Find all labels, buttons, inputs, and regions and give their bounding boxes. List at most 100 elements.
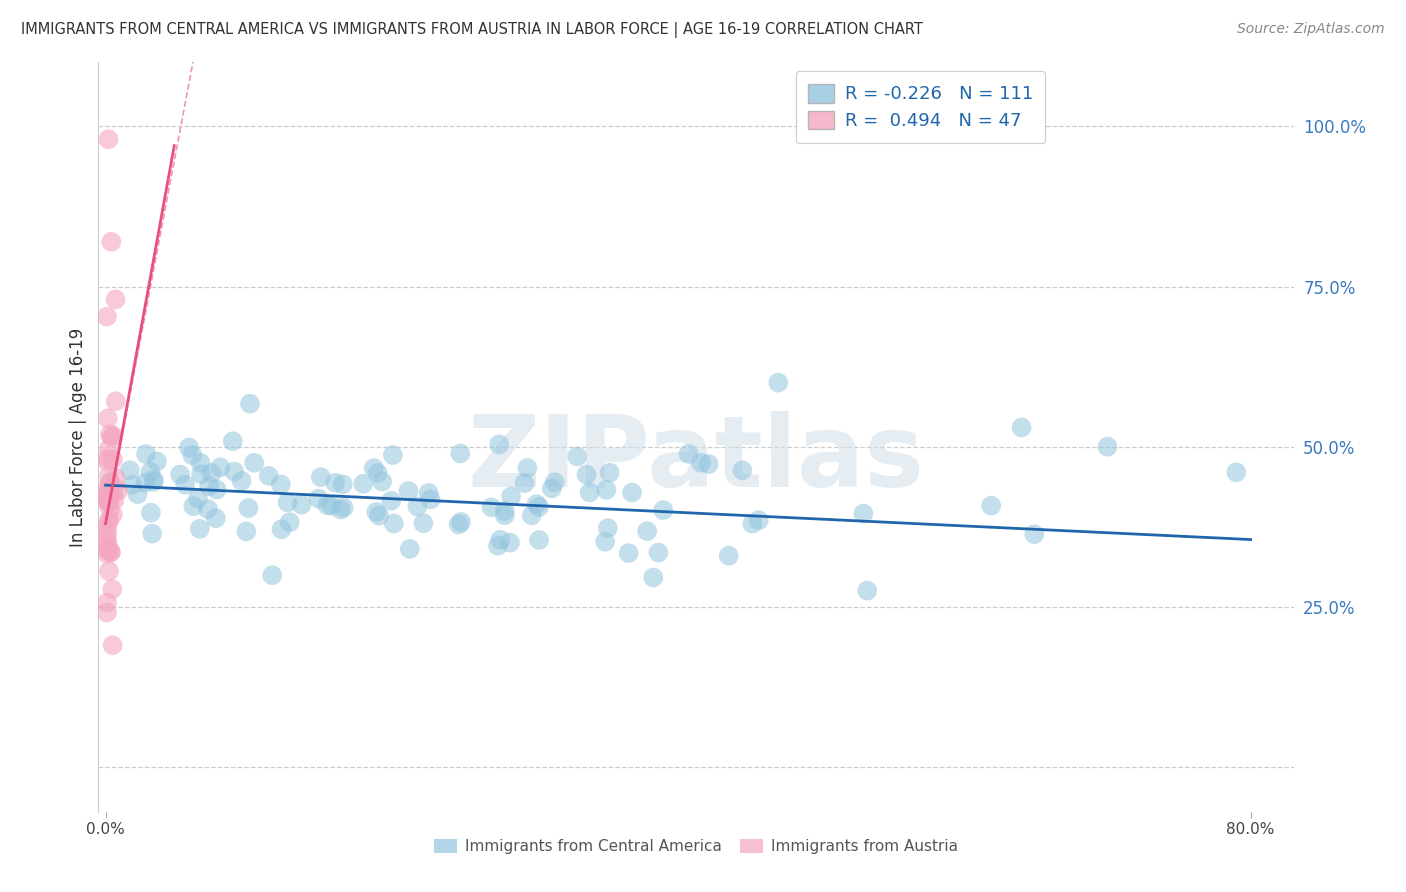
Point	[97, 491, 120, 506]
Point	[97, 537, 120, 551]
Point	[486, 539, 509, 553]
Point	[308, 491, 330, 506]
Point	[190, 456, 212, 470]
Point	[97, 544, 120, 558]
Point	[96, 547, 118, 561]
Point	[643, 570, 665, 584]
Point	[488, 437, 510, 451]
Point	[97, 132, 120, 146]
Point	[121, 477, 143, 491]
Point	[697, 457, 720, 471]
Point	[100, 475, 122, 490]
Point	[678, 447, 700, 461]
Point	[101, 508, 124, 522]
Point	[543, 475, 565, 490]
Point	[97, 483, 120, 497]
Point	[499, 535, 522, 549]
Point	[97, 516, 120, 530]
Point	[104, 470, 127, 484]
Point	[398, 541, 420, 556]
Point	[188, 522, 211, 536]
Point	[363, 461, 385, 475]
Point	[96, 451, 118, 466]
Point	[332, 477, 354, 491]
Point	[190, 467, 212, 482]
Point	[652, 503, 675, 517]
Point	[513, 476, 536, 491]
Point	[181, 448, 204, 462]
Point	[100, 545, 122, 559]
Point	[748, 513, 770, 527]
Point	[101, 483, 124, 497]
Point	[717, 549, 740, 563]
Point	[101, 452, 124, 467]
Point	[141, 526, 163, 541]
Point	[481, 500, 503, 515]
Point	[96, 485, 118, 500]
Text: ZIPatlas: ZIPatlas	[468, 411, 924, 508]
Point	[593, 534, 616, 549]
Legend: Immigrants from Central America, Immigrants from Austria: Immigrants from Central America, Immigra…	[429, 833, 963, 860]
Point	[501, 490, 523, 504]
Point	[1011, 420, 1033, 434]
Point	[107, 483, 129, 498]
Point	[100, 545, 122, 559]
Point	[96, 521, 118, 535]
Point	[321, 499, 343, 513]
Point	[366, 505, 388, 519]
Point	[204, 511, 226, 525]
Point	[239, 397, 262, 411]
Point	[276, 495, 298, 509]
Point	[527, 533, 550, 547]
Point	[575, 467, 598, 482]
Point	[316, 498, 339, 512]
Point	[447, 517, 470, 532]
Point	[382, 516, 405, 531]
Point	[367, 466, 389, 480]
Point	[494, 504, 516, 518]
Point	[856, 583, 879, 598]
Point	[231, 474, 253, 488]
Point	[97, 542, 120, 557]
Point	[183, 500, 205, 514]
Point	[419, 492, 441, 507]
Point	[139, 506, 162, 520]
Point	[96, 596, 118, 610]
Y-axis label: In Labor Force | Age 16-19: In Labor Force | Age 16-19	[69, 327, 87, 547]
Point	[104, 293, 127, 307]
Point	[98, 475, 121, 490]
Point	[412, 516, 434, 531]
Point	[177, 441, 200, 455]
Point	[323, 475, 346, 490]
Point	[599, 466, 621, 480]
Point	[450, 515, 472, 529]
Point	[97, 411, 120, 425]
Point	[852, 507, 875, 521]
Point	[1024, 527, 1046, 541]
Point	[1225, 465, 1247, 479]
Point	[768, 376, 790, 390]
Point	[449, 446, 471, 460]
Point	[101, 582, 124, 597]
Point	[595, 483, 617, 497]
Point	[100, 235, 122, 249]
Point	[1097, 440, 1119, 454]
Point	[380, 493, 402, 508]
Point	[201, 466, 224, 480]
Point	[103, 486, 125, 500]
Point	[97, 469, 120, 483]
Point	[494, 508, 516, 523]
Point	[174, 477, 197, 491]
Point	[209, 460, 232, 475]
Point	[290, 498, 312, 512]
Point	[103, 429, 125, 443]
Point	[118, 463, 141, 477]
Point	[101, 638, 124, 652]
Point	[636, 524, 658, 538]
Point	[527, 500, 550, 514]
Point	[270, 477, 292, 491]
Point	[96, 495, 118, 509]
Point	[329, 502, 352, 516]
Point	[98, 494, 121, 508]
Point	[103, 493, 125, 508]
